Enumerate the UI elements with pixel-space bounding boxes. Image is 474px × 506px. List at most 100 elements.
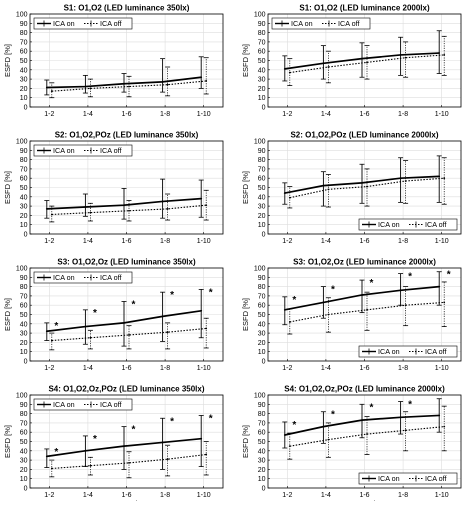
data-point <box>89 464 92 467</box>
legend-label-ica-on: ICA on <box>53 19 75 28</box>
data-point <box>438 52 441 54</box>
y-tick-label: 50 <box>258 439 266 446</box>
y-tick-label: 30 <box>258 458 266 465</box>
y-tick-label: 60 <box>258 303 266 310</box>
data-point <box>438 414 441 417</box>
error-bar <box>198 56 204 89</box>
data-point <box>161 200 164 203</box>
x-tick-label: 1-8 <box>398 365 408 372</box>
legend: ICA on ICA off <box>271 17 371 30</box>
data-point <box>443 54 446 56</box>
error-bar <box>325 50 331 84</box>
chart-panel-8: S4: O1,O2,Oz,POz (LED luminance 2000lx) 0… <box>241 385 462 506</box>
data-point <box>399 177 402 180</box>
x-tick-label: 1-8 <box>160 365 170 372</box>
x-tick-label: 1-10 <box>435 111 449 118</box>
y-tick-label: 60 <box>258 176 266 183</box>
significance-asterisk: * <box>93 434 97 445</box>
data-point <box>123 82 125 85</box>
error-bar <box>436 271 442 306</box>
significance-asterisk: * <box>370 278 374 289</box>
y-tick-label: 40 <box>258 67 266 74</box>
y-axis-label: ESFD [%] <box>3 44 12 77</box>
chart-panel-3: S2: O1,O2,POz (LED luminance 350lx) 0 10 20… <box>3 131 224 245</box>
data-point <box>161 80 164 83</box>
y-tick-label: 10 <box>258 222 266 229</box>
y-tick-label: 80 <box>20 284 28 291</box>
significance-asterisk: * <box>447 270 451 281</box>
y-tick-label: 0 <box>262 486 266 493</box>
data-point <box>128 334 130 336</box>
y-tick-label: 10 <box>258 95 266 102</box>
x-tick-label: 1-2 <box>44 365 54 372</box>
series-ica-on <box>282 155 442 207</box>
series-ica-on <box>44 288 204 347</box>
y-axis-label: ESFD [%] <box>241 425 250 458</box>
significance-asterisk: * <box>54 321 58 332</box>
y-tick-label: 20 <box>20 467 28 474</box>
series-ica-on <box>44 56 204 96</box>
y-tick-label: 90 <box>258 275 266 282</box>
error-bar <box>165 322 171 350</box>
error-bar <box>364 45 370 80</box>
error-bar <box>441 405 447 452</box>
y-tick-label: 50 <box>20 312 28 319</box>
y-axis-label: ESFD [%] <box>3 171 12 204</box>
series-ica-on <box>282 30 442 82</box>
y-tick-label: 70 <box>258 420 266 427</box>
y-tick-label: 10 <box>20 95 28 102</box>
error-bar <box>165 444 171 477</box>
legend: ICA on ICA off <box>33 271 133 284</box>
y-tick-label: 20 <box>20 340 28 347</box>
series-ica-off <box>287 281 447 335</box>
data-point <box>288 196 291 199</box>
data-point <box>166 83 169 86</box>
y-tick-label: 20 <box>258 86 266 93</box>
error-bar <box>398 273 404 306</box>
legend-box <box>33 398 133 411</box>
error-bar <box>87 456 93 476</box>
data-point <box>322 425 325 428</box>
x-tick-label: 1-2 <box>282 365 292 372</box>
x-tick-label: 1-6 <box>121 365 131 372</box>
significance-asterisk: * <box>331 285 335 296</box>
y-tick-label: 60 <box>258 49 266 56</box>
y-tick-label: 40 <box>20 321 28 328</box>
axes-frame <box>29 394 224 489</box>
y-tick-label: 50 <box>20 58 28 65</box>
y-tick-label: 30 <box>20 458 28 465</box>
data-point <box>404 180 407 182</box>
legend-box <box>271 17 371 30</box>
axes-frame <box>267 394 462 489</box>
chart-panel-4: S2: O1,O2,POz (LED luminance 2000lx) 0 10 2… <box>241 131 462 245</box>
x-tick-label: 1-10 <box>197 111 211 118</box>
data-point <box>84 206 87 208</box>
x-tick-label: 1-4 <box>321 111 331 118</box>
y-tick-label: 70 <box>20 293 28 300</box>
y-tick-label: 60 <box>20 49 28 56</box>
x-tick-label: 1-2 <box>44 111 54 118</box>
y-tick-label: 40 <box>20 194 28 201</box>
legend: ICA on ICA off <box>358 345 458 358</box>
data-point <box>123 445 125 448</box>
data-point <box>205 453 208 456</box>
y-tick-label: 0 <box>262 232 266 239</box>
legend-box <box>33 271 133 284</box>
series-ica-on <box>282 271 442 326</box>
y-tick-label: 10 <box>258 349 266 356</box>
y-tick-label: 30 <box>20 204 28 211</box>
x-tick-label: 1-8 <box>160 238 170 245</box>
y-tick-label: 100 <box>254 12 266 19</box>
x-tick-label: 1-10 <box>197 492 211 499</box>
y-tick-label: 10 <box>20 349 28 356</box>
y-tick-label: 0 <box>262 359 266 366</box>
data-point <box>288 321 291 323</box>
x-tick-label: 1-10 <box>435 365 449 372</box>
data-point <box>366 185 368 188</box>
series-ica-off <box>49 441 209 479</box>
legend: ICA on ICA off <box>33 17 133 30</box>
significance-asterisk: * <box>370 402 374 413</box>
y-tick-label: 20 <box>258 467 266 474</box>
data-point <box>283 308 286 311</box>
